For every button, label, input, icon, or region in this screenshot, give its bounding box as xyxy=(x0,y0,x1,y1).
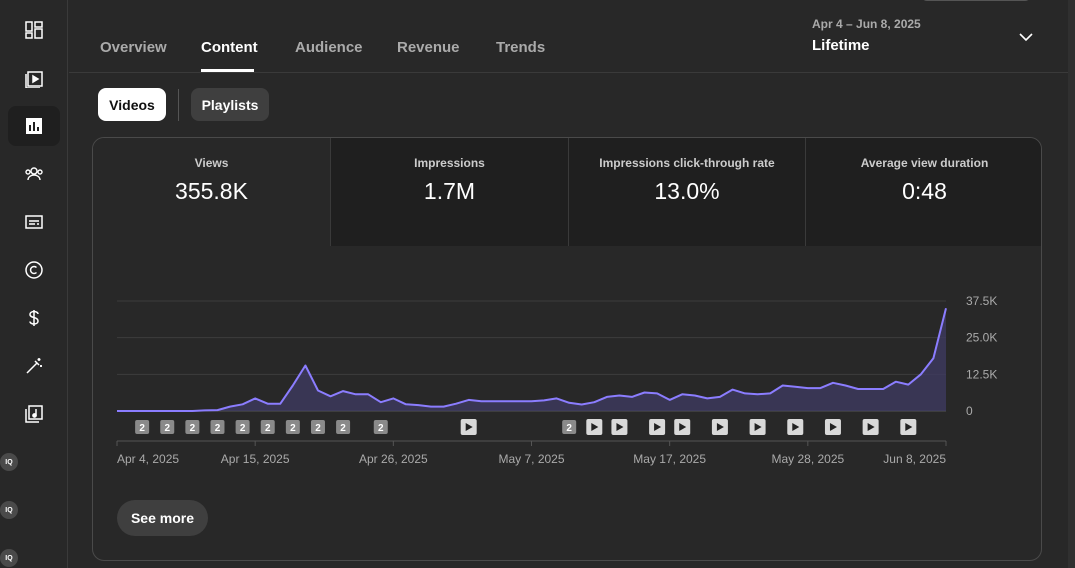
dashboard-icon xyxy=(25,21,43,39)
analytics-icon xyxy=(26,118,42,134)
community-icon xyxy=(25,167,43,181)
active-tab-indicator xyxy=(201,69,254,72)
copyright-icon xyxy=(25,261,43,279)
metric-views[interactable]: Views 355.8K xyxy=(93,138,330,246)
metric-value: 355.8K xyxy=(175,178,248,204)
metric-value: 1.7M xyxy=(423,178,476,204)
metric-average-view-duration[interactable]: Average view duration 0:48 xyxy=(806,138,1041,246)
chevron-down-icon[interactable] xyxy=(1017,28,1035,46)
tab-content[interactable]: Content xyxy=(201,39,258,56)
left-sidebar: IQ IQ IQ xyxy=(0,0,68,568)
content-icon xyxy=(25,71,43,88)
sidebar-item-subtitles[interactable] xyxy=(8,202,60,242)
metric-label: Impressions xyxy=(414,156,485,170)
extension-iq-icon[interactable]: IQ xyxy=(0,549,18,567)
metric-value: 0:48 xyxy=(902,178,947,204)
scrollbar[interactable] xyxy=(1068,0,1075,568)
see-more-button[interactable]: See more xyxy=(117,500,208,536)
tab-overview[interactable]: Overview xyxy=(100,39,167,56)
date-range-label[interactable]: Lifetime xyxy=(812,37,870,54)
sidebar-item-content[interactable] xyxy=(8,58,60,98)
earn-icon xyxy=(29,310,39,326)
extension-iq-icon[interactable]: IQ xyxy=(0,453,18,471)
metric-divider xyxy=(805,138,806,246)
sidebar-item-community[interactable] xyxy=(8,154,60,194)
sidebar-item-analytics[interactable] xyxy=(8,106,60,146)
metric-value: 13.0% xyxy=(654,178,720,204)
chip-divider xyxy=(178,89,179,121)
metric-label: Average view duration xyxy=(860,156,989,170)
sidebar-item-copyright[interactable] xyxy=(8,250,60,290)
extension-iq-icon[interactable]: IQ xyxy=(0,501,18,519)
sidebar-item-dashboard[interactable] xyxy=(8,10,60,50)
tab-trends[interactable]: Trends xyxy=(496,39,546,56)
date-range-dates[interactable]: Apr 4 – Jun 8, 2025 xyxy=(812,17,921,31)
subtitles-icon xyxy=(25,215,43,229)
metric-impressions[interactable]: Impressions 1.7M xyxy=(331,138,568,246)
metric-label: Impressions click-through rate xyxy=(599,156,775,170)
audio-library-icon xyxy=(25,405,43,423)
customization-icon xyxy=(26,358,42,374)
tab-revenue[interactable]: Revenue xyxy=(397,39,460,56)
videos-chip[interactable]: Videos xyxy=(98,88,166,121)
metric-label: Views xyxy=(194,156,229,170)
sidebar-item-earn[interactable] xyxy=(8,298,60,338)
tab-audience[interactable]: Audience xyxy=(295,39,363,56)
metric-ctr[interactable]: Impressions click-through rate 13.0% xyxy=(569,138,805,246)
content-metrics-card: Views 355.8K Impressions 1.7M Impression… xyxy=(92,137,1042,561)
metric-divider xyxy=(330,138,331,246)
analytics-header: Overview Content Audience Revenue Trends… xyxy=(69,0,1075,73)
header-action-edge xyxy=(921,0,1031,1)
metric-divider xyxy=(568,138,569,246)
playlists-chip[interactable]: Playlists xyxy=(191,88,269,121)
sidebar-item-customization[interactable] xyxy=(8,346,60,386)
sidebar-item-audio-library[interactable] xyxy=(8,394,60,434)
